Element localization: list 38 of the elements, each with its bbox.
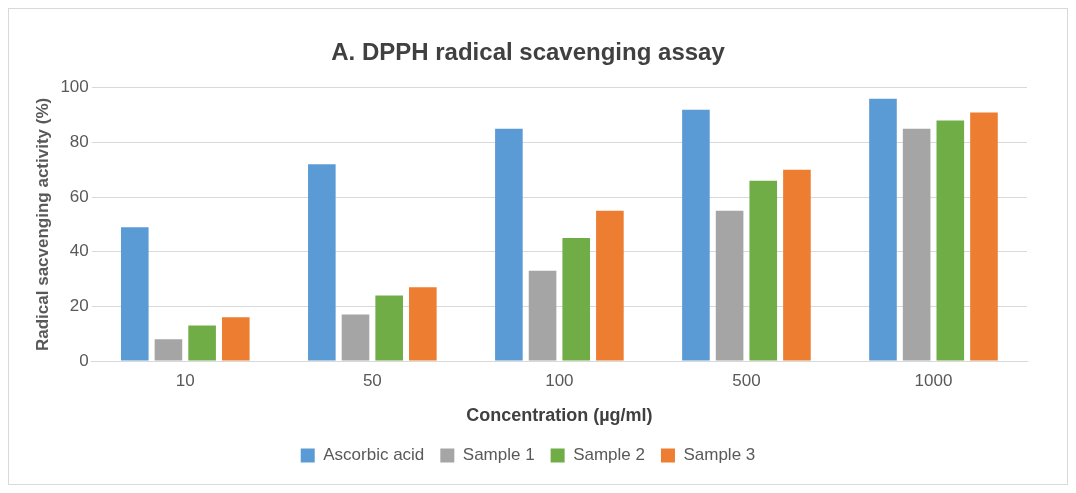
bar xyxy=(375,295,403,361)
bar xyxy=(120,227,149,361)
bar xyxy=(341,314,370,361)
y-tick-label: 80 xyxy=(69,132,89,152)
x-tick-label: 500 xyxy=(732,370,761,390)
bar xyxy=(596,210,624,361)
bar xyxy=(869,98,897,361)
bar xyxy=(936,120,965,361)
x-axis-title: Concentration (µg/ml) xyxy=(466,405,653,426)
bar xyxy=(528,270,557,361)
chart-title: A. DPPH radical scavenging assay xyxy=(331,38,726,66)
y-tick-label: 20 xyxy=(69,296,89,316)
bar xyxy=(221,317,250,361)
y-axis-title: Radical sacvenging activity (%) xyxy=(32,97,52,351)
x-tick-label: 1000 xyxy=(914,370,953,390)
bar xyxy=(783,169,811,361)
bar xyxy=(308,164,336,361)
x-tick-label: 10 xyxy=(175,370,195,390)
bar xyxy=(715,210,744,361)
y-tick-label: 40 xyxy=(69,241,89,261)
legend-label: Sample 1 xyxy=(462,445,535,465)
bar xyxy=(970,112,998,361)
bar xyxy=(495,128,523,361)
y-tick-label: 60 xyxy=(69,186,89,206)
legend-label: Sample 3 xyxy=(683,445,756,465)
bar xyxy=(682,109,710,361)
bar xyxy=(749,180,778,361)
bar xyxy=(188,325,216,361)
y-tick-label: 0 xyxy=(79,350,89,370)
x-tick-label: 50 xyxy=(362,370,382,390)
bar xyxy=(902,128,931,361)
legend-label: Ascorbic acid xyxy=(323,445,425,465)
y-tick-label: 100 xyxy=(60,77,89,97)
bar xyxy=(409,287,437,361)
legend-label: Sample 2 xyxy=(573,445,645,465)
x-tick-label: 100 xyxy=(545,370,574,390)
bar xyxy=(154,339,183,361)
bar xyxy=(562,238,591,361)
